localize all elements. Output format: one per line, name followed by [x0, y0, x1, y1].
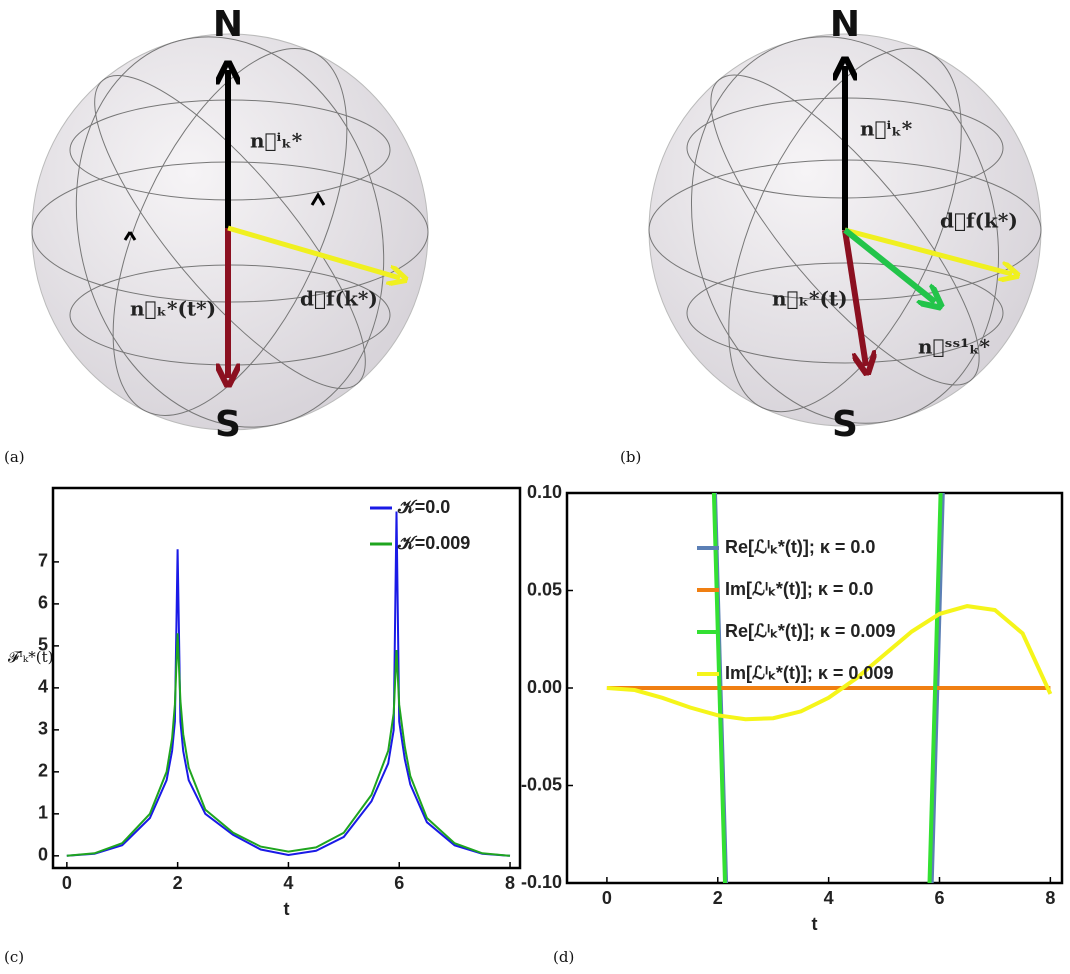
y-tick-label: 4	[38, 677, 48, 697]
legend-label: Re[ℒᴵₖ*(t)]; κ = 0.009	[725, 621, 895, 641]
legend-label: Im[ℒᴵₖ*(t)]; κ = 0.009	[725, 663, 893, 683]
panel-label: (a)	[4, 448, 25, 466]
y-tick-label: 0.05	[527, 579, 562, 599]
vector-label: n⃗ₖ*(t*)	[130, 297, 216, 321]
y-tick-label: -0.05	[521, 774, 562, 794]
panel-label: (d)	[553, 948, 574, 966]
south-label: S	[832, 404, 858, 445]
series-line	[606, 604, 1053, 722]
x-tick-label: 2	[713, 888, 723, 908]
bloch-sphere-a: N S n⃗ⁱₖ* n⃗ₖ*(t*) d⃗f(k*) (a)	[4, 4, 429, 466]
x-tick-label: 4	[824, 888, 834, 908]
y-tick-label: -0.10	[521, 872, 562, 892]
x-tick-label: 8	[505, 873, 515, 893]
south-label: S	[215, 404, 241, 445]
north-label: N	[213, 4, 243, 45]
y-tick-label: 5	[38, 635, 48, 655]
north-label: N	[830, 4, 860, 45]
series-line	[66, 511, 511, 857]
legend-label: 𝒦=0.009	[397, 533, 470, 553]
x-tick-label: 6	[394, 873, 404, 893]
legend-label: Re[ℒᴵₖ*(t)]; κ = 0.0	[725, 537, 875, 557]
y-tick-label: 6	[38, 593, 48, 613]
y-tick-label: 1	[38, 803, 48, 823]
vector-label: d⃗f(k*)	[940, 209, 1018, 233]
vector-label: n⃗ⁱₖ*	[250, 129, 303, 153]
sphere-grid	[648, 36, 1042, 424]
vector-label: n⃗ˢˢ¹ₖ*	[918, 335, 991, 359]
vector-label: n⃗ₖ*(t)	[772, 287, 848, 311]
legend-label: Im[ℒᴵₖ*(t)]; κ = 0.0	[725, 579, 873, 599]
legend-label: 𝒦=0.0	[397, 497, 450, 517]
bloch-sphere-b: N S n⃗ⁱₖ* d⃗f(k*) n⃗ₖ*(t) n⃗ˢˢ¹ₖ* (b)	[620, 4, 1042, 466]
panel-label: (c)	[4, 948, 24, 966]
x-tick-label: 2	[173, 873, 183, 893]
y-tick-label: 0.10	[527, 482, 562, 502]
arrow	[843, 227, 935, 302]
y-axis-label: 𝓕ᴵₖ*(t)	[8, 648, 54, 666]
y-tick-label: 7	[38, 551, 48, 571]
y-tick-label: 0.00	[527, 677, 562, 697]
vector-label: n⃗ⁱₖ*	[860, 117, 913, 141]
x-tick-label: 4	[283, 873, 293, 893]
x-axis-label: t	[284, 899, 290, 919]
y-tick-label: 2	[38, 761, 48, 781]
x-tick-label: 0	[62, 873, 72, 893]
series-line	[711, 492, 943, 884]
arrow	[842, 229, 866, 366]
panel-label: (b)	[620, 448, 641, 466]
y-tick-label: 3	[38, 719, 48, 739]
x-tick-label: 6	[934, 888, 944, 908]
arrow	[844, 227, 1012, 274]
arrow	[227, 225, 400, 278]
x-tick-label: 0	[602, 888, 612, 908]
y-tick-label: 0	[38, 845, 48, 865]
series-line	[66, 633, 511, 857]
plot-frame	[51, 486, 522, 870]
x-tick-label: 8	[1045, 888, 1055, 908]
x-axis-label: t	[812, 914, 818, 934]
vector-label: d⃗f(k*)	[300, 287, 378, 311]
